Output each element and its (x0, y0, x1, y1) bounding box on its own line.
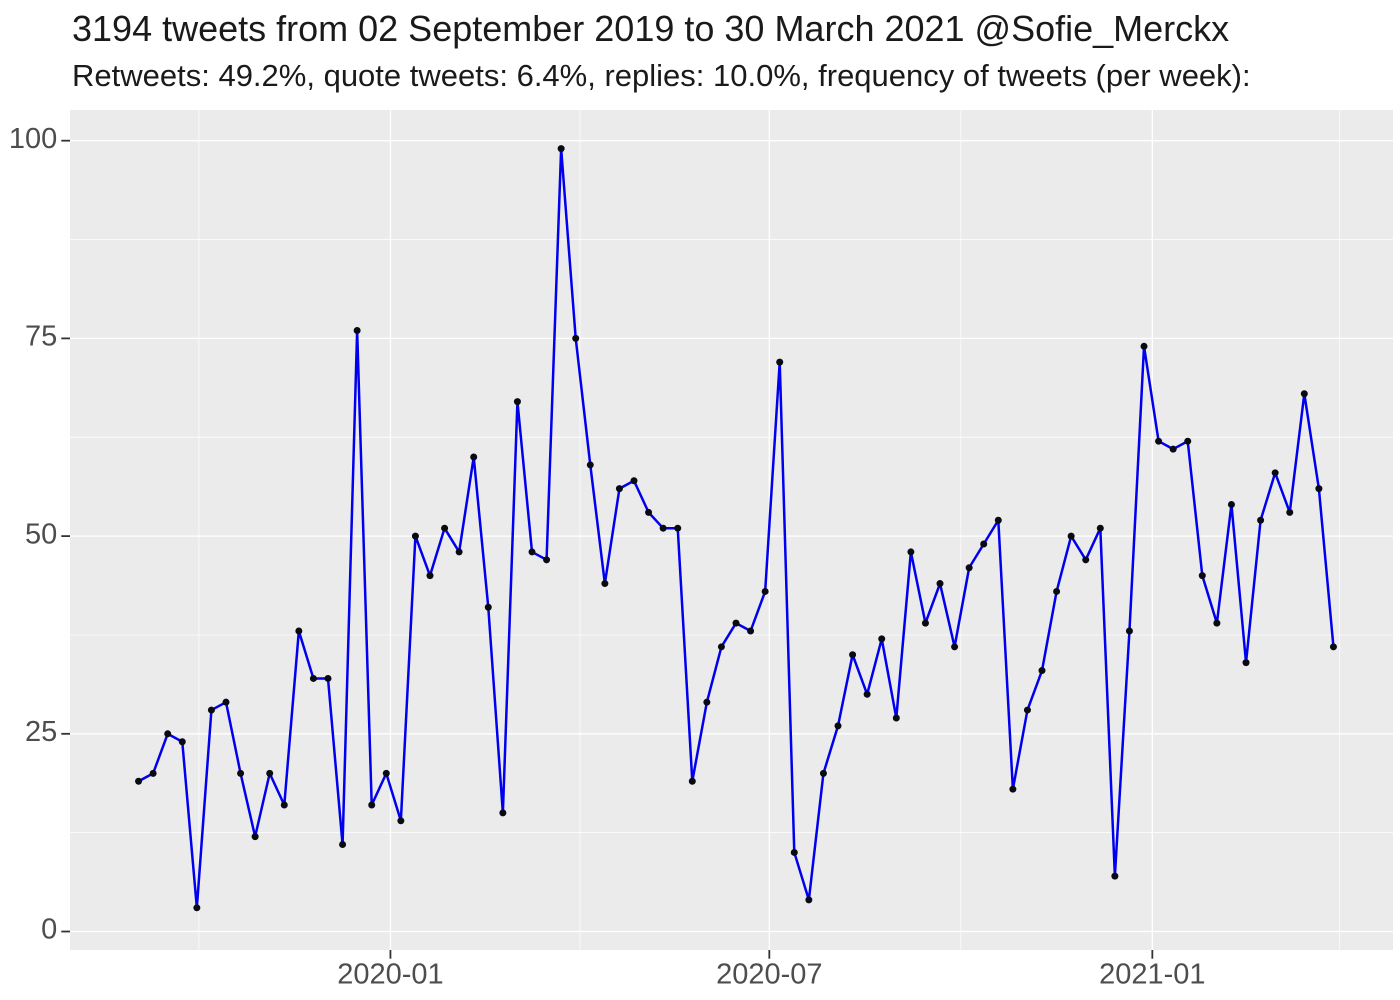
svg-text:25: 25 (25, 716, 57, 748)
svg-text:100: 100 (9, 123, 57, 155)
svg-text:50: 50 (25, 518, 57, 550)
svg-text:75: 75 (25, 321, 57, 353)
svg-text:2020-07: 2020-07 (716, 959, 822, 991)
svg-text:2020-01: 2020-01 (337, 959, 443, 991)
svg-text:2021-01: 2021-01 (1099, 959, 1205, 991)
svg-text:0: 0 (41, 914, 57, 946)
